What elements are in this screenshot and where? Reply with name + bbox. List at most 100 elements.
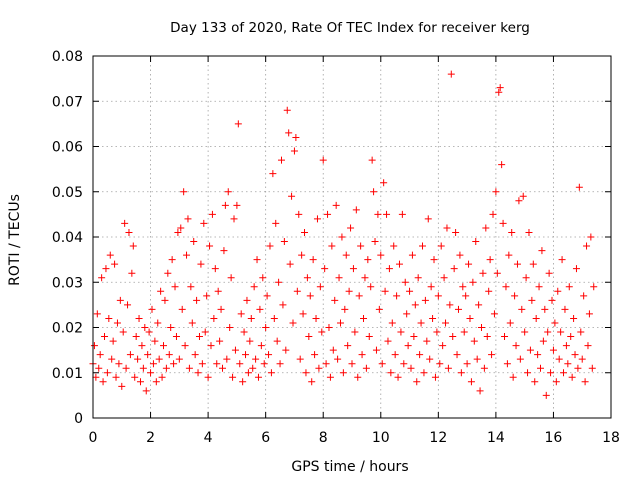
data-point: [174, 228, 182, 236]
data-point: [457, 369, 465, 377]
grid-layer: [93, 56, 611, 418]
data-point: [220, 247, 228, 255]
data-point: [197, 260, 205, 268]
data-point: [187, 283, 195, 291]
data-point: [108, 355, 116, 363]
data-point: [581, 378, 589, 386]
data-point: [472, 238, 480, 246]
data-point: [142, 387, 150, 395]
data-point: [511, 292, 519, 300]
data-point: [558, 256, 566, 264]
data-point: [400, 360, 408, 368]
y-tick-label: 0: [74, 411, 83, 427]
data-point: [98, 274, 106, 282]
data-point: [157, 287, 165, 295]
data-point: [577, 328, 585, 336]
data-point: [478, 324, 485, 331]
x-tick-label: 0: [89, 430, 98, 446]
data-point: [423, 337, 431, 345]
data-point: [496, 84, 504, 92]
data-point: [502, 283, 510, 291]
data-point: [483, 333, 491, 341]
y-axis-label: ROTI / TECUs: [7, 194, 23, 286]
data-point: [301, 228, 309, 236]
data-point: [345, 287, 353, 295]
data-point: [417, 319, 425, 327]
data-point: [240, 328, 248, 336]
data-point: [567, 333, 575, 341]
data-point: [410, 333, 418, 341]
data-point: [190, 238, 198, 246]
data-point: [204, 373, 212, 381]
data-point: [318, 328, 326, 336]
data-point: [347, 224, 355, 232]
data-point: [188, 319, 196, 327]
data-point: [125, 228, 133, 236]
data-point: [262, 324, 270, 331]
data-point: [230, 215, 238, 223]
data-point: [367, 283, 375, 291]
data-point: [200, 219, 208, 227]
data-point: [456, 251, 464, 259]
data-point: [548, 296, 556, 304]
data-point: [391, 351, 399, 359]
data-point: [465, 260, 473, 268]
data-point: [492, 188, 500, 196]
data-point: [545, 269, 553, 277]
y-tick-label: 0.07: [52, 94, 83, 110]
data-point: [236, 360, 244, 368]
data-point: [191, 351, 199, 359]
data-point: [351, 328, 359, 336]
data-point: [447, 70, 455, 78]
data-point: [256, 305, 264, 313]
data-point: [561, 305, 569, 313]
data-point: [516, 355, 524, 363]
chart-title: Day 133 of 2020, Rate Of TEC Index for r…: [170, 20, 530, 36]
y-tick-label: 0.04: [52, 230, 83, 246]
data-point: [482, 224, 490, 232]
data-point: [288, 192, 296, 200]
x-tick-label: 12: [429, 430, 447, 446]
data-point: [521, 328, 529, 336]
data-point: [587, 233, 595, 241]
y-tick-label: 0.08: [52, 49, 83, 65]
data-point: [395, 260, 403, 268]
data-point: [452, 228, 460, 236]
data-point: [184, 215, 192, 223]
data-point: [542, 391, 550, 399]
data-point: [138, 342, 146, 350]
data-point: [181, 342, 189, 350]
data-point: [147, 369, 155, 377]
data-point: [223, 355, 231, 363]
data-point: [408, 251, 416, 259]
x-tick-label: 16: [545, 430, 563, 446]
data-point: [469, 278, 477, 286]
data-point: [436, 360, 444, 368]
data-point: [362, 364, 370, 372]
data-point: [505, 251, 513, 259]
data-point: [378, 360, 386, 368]
data-point: [292, 133, 300, 141]
data-point: [341, 305, 349, 313]
data-point: [119, 328, 127, 336]
data-point: [102, 265, 110, 273]
data-point: [513, 260, 521, 268]
data-point: [467, 378, 475, 386]
data-point: [139, 364, 147, 372]
data-point: [522, 274, 530, 282]
y-tick-label: 0.01: [52, 366, 83, 382]
data-point: [372, 346, 380, 354]
data-point: [164, 269, 172, 277]
data-point: [194, 369, 202, 377]
data-point: [105, 314, 113, 322]
data-point: [485, 287, 493, 295]
x-tick-label: 18: [602, 430, 620, 446]
data-point: [590, 283, 598, 291]
data-point: [253, 256, 261, 264]
data-point: [374, 210, 382, 218]
data-point: [508, 228, 516, 236]
data-point: [289, 319, 297, 327]
data-point: [270, 314, 278, 322]
data-point: [397, 328, 405, 336]
data-point: [552, 378, 560, 386]
